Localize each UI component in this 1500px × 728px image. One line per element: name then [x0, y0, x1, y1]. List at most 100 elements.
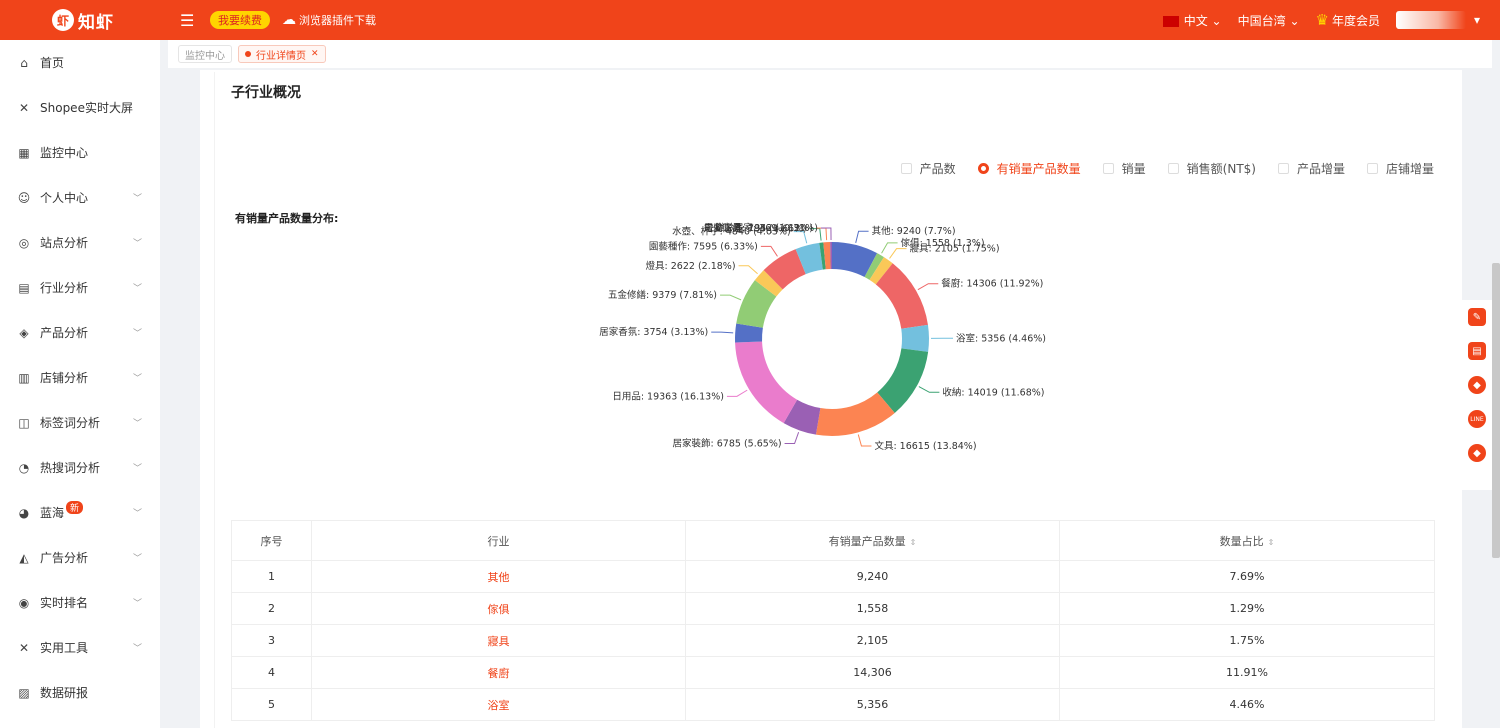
- plugin-download-link[interactable]: ☁ 浏览器插件下载: [282, 12, 376, 28]
- top-right-controls: 中文 ⌄ 中国台湾 ⌄ ♛ 年度会员 ▾: [1162, 11, 1500, 29]
- slice-label-line: [855, 230, 869, 244]
- renew-button[interactable]: 我要续费: [210, 11, 270, 29]
- donut-slice[interactable]: [735, 323, 763, 343]
- radio-unchecked-icon: [1167, 163, 1179, 174]
- donut-slice[interactable]: [763, 249, 806, 290]
- region-select[interactable]: 中国台湾 ⌄: [1238, 12, 1300, 29]
- user-menu[interactable]: ▾: [1395, 11, 1480, 29]
- slice-label: 居家香氛: 3754 (3.13%): [599, 326, 708, 338]
- metric-radio[interactable]: 销量: [1102, 160, 1146, 177]
- product-count: 1,558: [685, 592, 1060, 625]
- sidebar-item[interactable]: ◫ 标签词分析 ﹀: [0, 400, 160, 445]
- close-icon[interactable]: ✕: [311, 49, 319, 59]
- notification-icon[interactable]: ◆: [1468, 444, 1486, 462]
- slice-label: 日用品: 19363 (16.13%): [612, 391, 724, 402]
- sidebar-item[interactable]: ✕ Shopee实时大屏: [0, 85, 160, 130]
- donut-slice[interactable]: [864, 253, 884, 280]
- sidebar-item[interactable]: ✕ 实用工具 ﹀: [0, 625, 160, 670]
- sort-icon[interactable]: ⇕: [909, 537, 917, 547]
- avatar: [1395, 11, 1466, 29]
- slice-label-line: [917, 283, 939, 291]
- tab-industry-detail-label: 行业详情页: [256, 50, 306, 62]
- tab-industry-detail[interactable]: 行业详情页 ✕: [238, 45, 326, 63]
- metric-radio-label: 产品增量: [1296, 162, 1345, 176]
- product-count: 9,240: [685, 560, 1060, 593]
- donut-slice[interactable]: [819, 242, 826, 270]
- membership-badge[interactable]: ♛ 年度会员: [1316, 11, 1380, 29]
- sidebar-item[interactable]: ◉ 实时排名 ﹀: [0, 580, 160, 625]
- slice-label-line: [809, 228, 822, 241]
- sidebar-item[interactable]: ⌂ 首页: [0, 40, 160, 85]
- metric-radio-label: 产品数: [919, 162, 956, 176]
- slice-label-line: [793, 231, 808, 244]
- metric-radio-label: 有销量产品数量: [996, 162, 1081, 176]
- logo[interactable]: 虾 知虾: [0, 0, 160, 40]
- sidebar-item[interactable]: ◎ 站点分析 ﹀: [0, 220, 160, 265]
- col-count[interactable]: 有销量产品数量 ⇕: [685, 520, 1060, 561]
- active-dot-icon: [245, 51, 251, 57]
- donut-slice[interactable]: [735, 341, 798, 424]
- tab-monitor-center[interactable]: 监控中心: [178, 45, 232, 63]
- scrollbar[interactable]: [1492, 263, 1500, 558]
- donut-slice[interactable]: [832, 242, 878, 278]
- sidebar-item[interactable]: ▨ 数据研报: [0, 670, 160, 715]
- sidebar-item[interactable]: ◕ 蓝海新 ﹀: [0, 490, 160, 535]
- industry-link[interactable]: 寢具: [311, 624, 686, 657]
- chevron-down-icon: ﹀: [132, 554, 142, 564]
- sort-icon[interactable]: ⇕: [1267, 537, 1275, 547]
- sidebar-item[interactable]: ▤ 行业分析 ﹀: [0, 265, 160, 310]
- donut-slice[interactable]: [877, 348, 929, 413]
- sub-industry-card: 子行业概况 产品数 有销量产品数量 销量 销售额(NT$) 产品增量 店铺增量 有销量产品…: [214, 72, 1448, 728]
- donut-slice[interactable]: [869, 257, 893, 285]
- donut-slice[interactable]: [830, 242, 832, 270]
- sidebar-icon: ◭: [19, 550, 29, 565]
- metric-radio[interactable]: 有销量产品数量: [977, 160, 1081, 177]
- donut-slice[interactable]: [783, 399, 821, 435]
- col-share[interactable]: 数量占比 ⇕: [1059, 520, 1435, 561]
- chevron-down-icon: ﹀: [132, 509, 142, 519]
- donut-slice[interactable]: [901, 324, 929, 352]
- menu-toggle-icon[interactable]: ☰: [180, 10, 195, 30]
- slice-label: 收納: 14019 (11.68%): [942, 386, 1044, 398]
- message-icon[interactable]: ▤: [1468, 342, 1486, 360]
- donut-slice[interactable]: [754, 270, 783, 297]
- row-index: 2: [231, 592, 312, 625]
- caret-down-icon: ▾: [1473, 13, 1480, 27]
- sidebar-item[interactable]: ▦ 监控中心: [0, 130, 160, 175]
- slice-label: 浴室: 5356 (4.46%): [956, 332, 1046, 344]
- donut-slice[interactable]: [875, 263, 928, 329]
- metric-radio[interactable]: 店铺增量: [1366, 160, 1434, 177]
- donut-slice[interactable]: [815, 392, 895, 436]
- slice-label: 傢俱: 1558 (1.3%): [901, 237, 985, 249]
- language-label: 中文: [1183, 13, 1208, 28]
- metric-radio[interactable]: 销售额(NT$): [1167, 160, 1256, 177]
- slice-label-line: [738, 265, 758, 275]
- sidebar-item[interactable]: ◔ 热搜词分析 ﹀: [0, 445, 160, 490]
- sidebar-item-label: 个人中心: [40, 191, 89, 205]
- language-select[interactable]: 中文 ⌄: [1162, 12, 1222, 29]
- sidebar-icon: ▤: [18, 280, 30, 295]
- logo-icon: 虾: [52, 9, 74, 31]
- donut-slice[interactable]: [736, 280, 777, 328]
- sidebar-item[interactable]: ◭ 广告分析 ﹀: [0, 535, 160, 580]
- slice-label: 居安防護: 795 (0.66%): [704, 223, 807, 235]
- industry-link[interactable]: 傢俱: [311, 592, 686, 625]
- industry-link[interactable]: 浴室: [311, 688, 686, 721]
- industry-link[interactable]: 餐廚: [311, 656, 686, 689]
- sidebar-item[interactable]: ☺ 个人中心 ﹀: [0, 175, 160, 220]
- cloud-download-icon: ☁: [282, 12, 296, 28]
- feedback-icon[interactable]: ✎: [1468, 308, 1486, 326]
- line-icon[interactable]: LINE: [1468, 410, 1486, 428]
- sidebar-item[interactable]: ◈ 产品分析 ﹀: [0, 310, 160, 355]
- sidebar-icon: ◕: [18, 505, 30, 520]
- sidebar-item[interactable]: ▥ 店铺分析 ﹀: [0, 355, 160, 400]
- donut-slice[interactable]: [823, 242, 831, 270]
- sidebar-icon: ⌂: [20, 55, 28, 70]
- qq-icon[interactable]: ◆: [1468, 376, 1486, 394]
- industry-link[interactable]: 其他: [311, 560, 686, 593]
- metric-radio[interactable]: 产品增量: [1277, 160, 1345, 177]
- donut-slice[interactable]: [795, 242, 823, 275]
- metric-radio[interactable]: 产品数: [900, 160, 956, 177]
- col-index: 序号: [231, 520, 312, 561]
- sidebar-item-label: 监控中心: [40, 146, 89, 160]
